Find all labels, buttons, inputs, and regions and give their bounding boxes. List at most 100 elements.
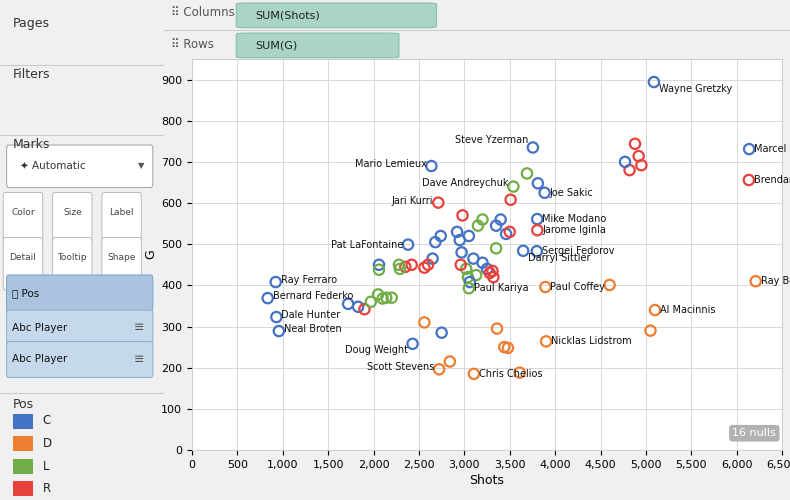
Point — [540, 338, 552, 345]
Point — [443, 358, 456, 366]
Text: Abc Player: Abc Player — [12, 354, 66, 364]
Point — [530, 247, 543, 255]
Text: Pos: Pos — [13, 398, 34, 410]
Text: D: D — [43, 437, 52, 450]
Point — [406, 340, 419, 348]
Point — [490, 222, 502, 230]
Text: Filters: Filters — [13, 68, 51, 80]
FancyBboxPatch shape — [13, 414, 33, 428]
Text: Marcel Dionne: Marcel Dionne — [754, 144, 790, 154]
Point — [649, 306, 661, 314]
Point — [464, 278, 476, 286]
Point — [460, 265, 472, 273]
Point — [364, 298, 377, 306]
Point — [399, 263, 412, 271]
FancyBboxPatch shape — [102, 192, 141, 245]
Point — [402, 240, 415, 248]
Point — [393, 261, 405, 269]
Text: Mario Lemieux: Mario Lemieux — [355, 159, 427, 169]
Point — [429, 238, 442, 246]
Text: Marks: Marks — [13, 138, 51, 150]
Point — [648, 78, 660, 86]
Point — [342, 300, 355, 308]
Text: Nicklas Lidstrom: Nicklas Lidstrom — [551, 336, 632, 346]
Point — [470, 271, 483, 279]
Point — [532, 180, 544, 188]
Point — [393, 265, 406, 273]
Text: Size: Size — [63, 208, 81, 217]
FancyBboxPatch shape — [3, 192, 43, 245]
Point — [480, 265, 493, 273]
Point — [743, 176, 755, 184]
Text: SUM(G): SUM(G) — [255, 40, 297, 50]
Text: Sergei Fedorov: Sergei Fedorov — [542, 246, 615, 256]
Point — [750, 278, 762, 285]
Point — [531, 226, 544, 234]
Point — [425, 162, 438, 170]
Point — [463, 232, 476, 240]
Point — [498, 343, 510, 351]
FancyBboxPatch shape — [3, 238, 43, 290]
Point — [373, 266, 386, 274]
Point — [619, 158, 631, 166]
Text: Pages: Pages — [13, 18, 50, 30]
X-axis label: Shots: Shots — [469, 474, 505, 487]
FancyBboxPatch shape — [53, 192, 92, 245]
Point — [604, 281, 616, 289]
Text: Ray Bourque: Ray Bourque — [761, 276, 790, 286]
FancyBboxPatch shape — [102, 238, 141, 290]
Point — [455, 248, 468, 256]
Point — [487, 273, 500, 281]
Point — [538, 189, 551, 197]
FancyBboxPatch shape — [6, 342, 152, 378]
Text: ✦ Automatic: ✦ Automatic — [20, 161, 85, 171]
Point — [490, 244, 502, 252]
Text: 🎨 Pos: 🎨 Pos — [12, 288, 39, 298]
Text: Jari Kurri: Jari Kurri — [392, 196, 433, 205]
FancyBboxPatch shape — [236, 33, 399, 58]
Text: Al Macinnis: Al Macinnis — [660, 305, 716, 315]
Point — [527, 144, 540, 152]
Point — [495, 216, 507, 224]
Point — [269, 278, 282, 286]
Text: Ray Ferraro: Ray Ferraro — [280, 275, 337, 285]
Text: Paul Coffey: Paul Coffey — [551, 282, 605, 292]
Text: ⠿ Rows: ⠿ Rows — [171, 38, 213, 51]
Text: Pat LaFontaine: Pat LaFontaine — [331, 240, 403, 250]
Text: SUM(Shots): SUM(Shots) — [255, 10, 320, 20]
Point — [472, 222, 484, 230]
Point — [500, 230, 513, 238]
Point — [432, 198, 445, 206]
Text: 16 nulls: 16 nulls — [732, 428, 777, 438]
Point — [476, 216, 489, 224]
Text: Paul Kariya: Paul Kariya — [474, 283, 529, 293]
Point — [517, 247, 529, 255]
Point — [405, 261, 418, 269]
Text: Wayne Gretzky: Wayne Gretzky — [659, 84, 732, 94]
Point — [418, 318, 431, 326]
Text: Darryl Sittler: Darryl Sittler — [529, 253, 591, 263]
Point — [380, 294, 393, 302]
Point — [461, 273, 474, 281]
Text: Bernard Federko: Bernard Federko — [273, 291, 353, 301]
Point — [644, 326, 656, 334]
Text: Scott Stevens: Scott Stevens — [367, 362, 434, 372]
Point — [273, 327, 285, 335]
Point — [451, 228, 464, 236]
Text: Dave Andreychuk: Dave Andreychuk — [422, 178, 509, 188]
Text: ≡: ≡ — [134, 353, 145, 366]
Point — [623, 166, 636, 174]
Text: Brendan Shanahan: Brendan Shanahan — [754, 175, 790, 185]
Point — [435, 232, 447, 240]
Text: Color: Color — [11, 208, 35, 217]
Point — [476, 258, 489, 266]
Text: Tooltip: Tooltip — [58, 253, 87, 262]
FancyBboxPatch shape — [53, 238, 92, 290]
Y-axis label: G: G — [144, 250, 157, 260]
Point — [352, 303, 364, 311]
Point — [422, 261, 434, 269]
Text: L: L — [43, 460, 49, 472]
Point — [433, 366, 446, 374]
Point — [504, 196, 517, 204]
Text: Dale Hunter: Dale Hunter — [281, 310, 340, 320]
